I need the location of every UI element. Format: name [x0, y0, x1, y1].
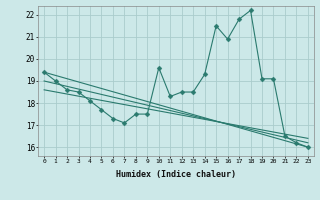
X-axis label: Humidex (Indice chaleur): Humidex (Indice chaleur) — [116, 170, 236, 179]
